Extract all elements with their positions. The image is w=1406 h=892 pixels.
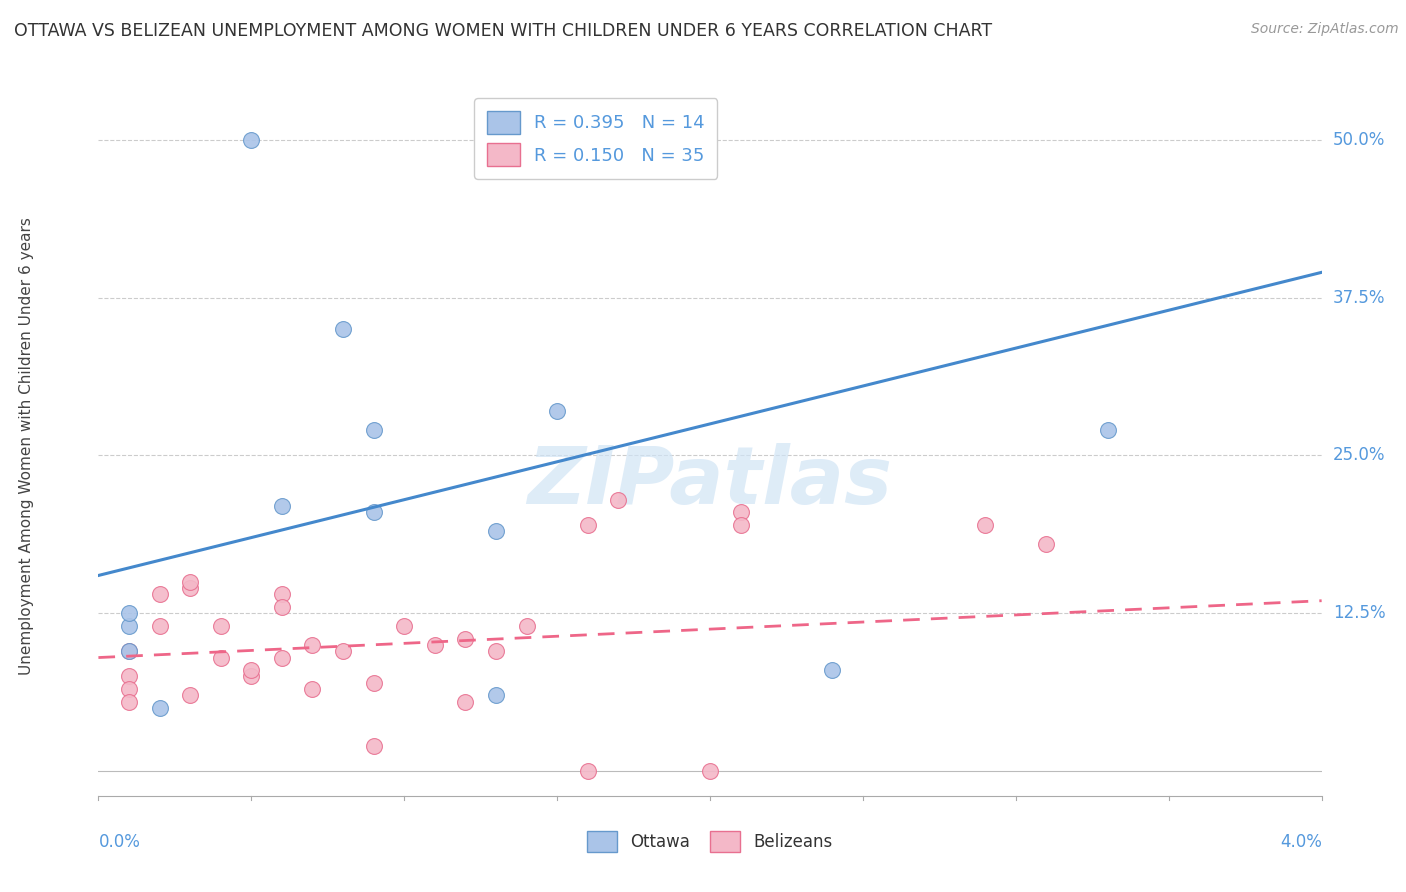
Point xyxy=(423,638,446,652)
Point xyxy=(576,764,599,779)
Point xyxy=(118,682,141,697)
Point xyxy=(699,764,721,779)
Point xyxy=(1035,537,1057,551)
Point xyxy=(240,133,263,147)
Point xyxy=(1097,423,1119,437)
Text: ZIPatlas: ZIPatlas xyxy=(527,442,893,521)
Point xyxy=(149,619,172,633)
Text: 4.0%: 4.0% xyxy=(1279,833,1322,851)
Text: 50.0%: 50.0% xyxy=(1333,131,1385,149)
Point xyxy=(363,739,385,753)
Point xyxy=(454,632,477,646)
Point xyxy=(301,682,323,697)
Point xyxy=(974,517,997,532)
Point xyxy=(118,607,141,621)
Point xyxy=(118,644,141,658)
Text: OTTAWA VS BELIZEAN UNEMPLOYMENT AMONG WOMEN WITH CHILDREN UNDER 6 YEARS CORRELAT: OTTAWA VS BELIZEAN UNEMPLOYMENT AMONG WO… xyxy=(14,22,993,40)
Point xyxy=(240,663,263,677)
Point xyxy=(179,581,201,595)
Point xyxy=(363,423,385,437)
Point xyxy=(332,322,354,336)
Point xyxy=(149,701,172,715)
Point xyxy=(607,492,630,507)
Point xyxy=(118,644,141,658)
Point xyxy=(546,404,568,418)
Legend: Ottawa, Belizeans: Ottawa, Belizeans xyxy=(581,824,839,859)
Point xyxy=(576,517,599,532)
Point xyxy=(485,644,508,658)
Point xyxy=(118,695,141,709)
Point xyxy=(209,619,232,633)
Point xyxy=(485,689,508,703)
Point xyxy=(240,669,263,683)
Point xyxy=(179,574,201,589)
Text: 0.0%: 0.0% xyxy=(98,833,141,851)
Point xyxy=(301,638,323,652)
Point xyxy=(270,587,294,601)
Text: 25.0%: 25.0% xyxy=(1333,447,1385,465)
Text: 37.5%: 37.5% xyxy=(1333,289,1385,307)
Text: 12.5%: 12.5% xyxy=(1333,605,1385,623)
Point xyxy=(363,505,385,519)
Point xyxy=(179,689,201,703)
Point xyxy=(516,619,538,633)
Point xyxy=(730,517,752,532)
Point xyxy=(730,505,752,519)
Point xyxy=(118,619,141,633)
Text: Unemployment Among Women with Children Under 6 years: Unemployment Among Women with Children U… xyxy=(18,217,34,675)
Point xyxy=(392,619,416,633)
Point xyxy=(149,587,172,601)
Text: Source: ZipAtlas.com: Source: ZipAtlas.com xyxy=(1251,22,1399,37)
Point xyxy=(270,650,294,665)
Point xyxy=(118,669,141,683)
Point xyxy=(209,650,232,665)
Point xyxy=(270,499,294,513)
Point xyxy=(270,600,294,615)
Point xyxy=(485,524,508,539)
Point xyxy=(332,644,354,658)
Point xyxy=(821,663,844,677)
Point xyxy=(454,695,477,709)
Point xyxy=(363,675,385,690)
